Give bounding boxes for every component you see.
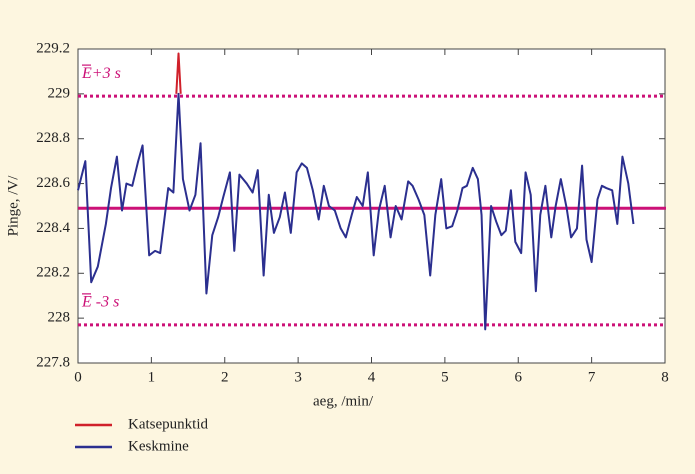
y-tick-label: 228.8 <box>36 130 70 146</box>
x-tick-label: 8 <box>661 369 669 385</box>
series-line <box>77 92 635 331</box>
y-tick-label: 228.2 <box>36 265 70 281</box>
y-axis-label: Pinge, /V/ <box>5 175 21 237</box>
y-tick-label: 228.4 <box>36 220 70 236</box>
legend-label: Keskmine <box>128 438 189 454</box>
y-tick-label: 228 <box>48 310 71 326</box>
y-tick-label: 229 <box>48 85 71 101</box>
x-tick-label: 0 <box>74 369 82 385</box>
reference-label: E+3 s <box>81 65 121 82</box>
x-tick-label: 2 <box>221 369 229 385</box>
x-tick-label: 7 <box>588 369 596 385</box>
x-tick-label: 5 <box>441 369 449 385</box>
y-tick-label: 227.8 <box>36 354 70 370</box>
x-axis-label: aeg, /min/ <box>313 393 374 409</box>
x-tick-label: 3 <box>294 369 302 385</box>
y-tick-label: 228.6 <box>36 175 70 191</box>
legend-label: Katsepunktid <box>128 416 208 432</box>
x-tick-label: 4 <box>368 369 376 385</box>
x-tick-label: 1 <box>148 369 156 385</box>
x-tick-label: 6 <box>515 369 523 385</box>
y-tick-label: 229.2 <box>36 40 70 56</box>
reference-label: E -3 s <box>81 294 119 311</box>
series-line <box>175 52 182 94</box>
